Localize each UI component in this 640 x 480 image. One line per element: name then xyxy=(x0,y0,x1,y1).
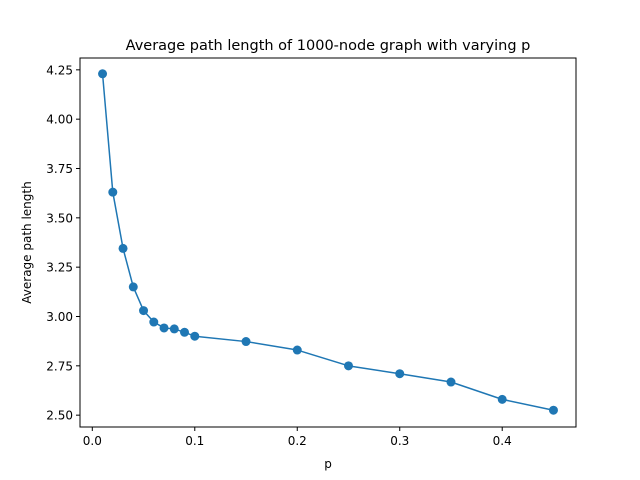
x-tick-label: 0.1 xyxy=(185,434,204,448)
x-tick-label: 0.4 xyxy=(493,434,512,448)
data-point xyxy=(149,317,159,327)
data-point xyxy=(241,337,251,347)
data-point xyxy=(395,369,405,379)
data-point xyxy=(190,331,200,341)
x-tick-label: 0.3 xyxy=(390,434,409,448)
x-tick-label: 0.0 xyxy=(83,434,102,448)
plot-area: 0.0 0.1 0.2 0.3 0.4 2.50 2.75 3.00 3.25 3.50 3.75 4… xyxy=(46,63,558,448)
y-tick-label: 2.75 xyxy=(46,359,73,373)
data-point xyxy=(139,306,149,316)
y-tick-label: 3.25 xyxy=(46,261,73,275)
x-tick-label: 0.2 xyxy=(288,434,307,448)
x-axis-label: p xyxy=(324,457,332,471)
data-point xyxy=(128,282,138,292)
y-tick-label: 3.50 xyxy=(46,211,73,225)
data-point xyxy=(497,394,507,404)
data-point xyxy=(159,323,169,333)
y-axis-label: Average path length xyxy=(20,181,34,303)
y-tick-label: 4.25 xyxy=(46,63,73,77)
y-tick-label: 4.00 xyxy=(46,113,73,127)
plot-frame xyxy=(79,57,577,428)
chart-title: Average path length of 1000-node graph w… xyxy=(126,38,531,54)
data-point xyxy=(169,324,179,334)
data-point xyxy=(108,187,118,197)
data-point xyxy=(548,405,558,415)
y-tick-label: 2.50 xyxy=(46,409,73,423)
data-point xyxy=(180,327,190,337)
data-point xyxy=(343,361,353,371)
data-point xyxy=(118,243,128,253)
data-point xyxy=(98,69,108,79)
data-point xyxy=(446,377,456,387)
y-tick-label: 3.00 xyxy=(46,310,73,324)
data-point xyxy=(292,345,302,355)
y-tick-label: 3.75 xyxy=(46,162,73,176)
